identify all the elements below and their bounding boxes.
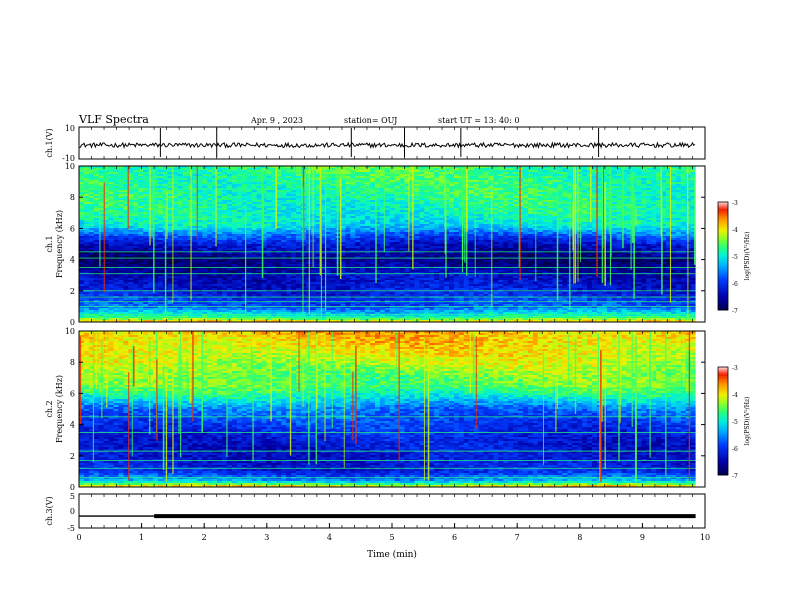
ch1-waveform-panel: 10 -10 ch.1(V) bbox=[45, 124, 705, 163]
figure-title: VLF Spectra bbox=[78, 113, 149, 126]
ch1-ylabel: ch.1(V) bbox=[45, 128, 54, 157]
figure-station: station= OUJ bbox=[344, 116, 397, 125]
figure-start-time: start UT = 13: 40: 0 bbox=[438, 116, 519, 125]
ch1-ytick-top: 10 bbox=[65, 124, 75, 133]
figure-date: Apr. 9 , 2023 bbox=[250, 116, 303, 125]
ch1-waveform-frame bbox=[79, 127, 705, 159]
